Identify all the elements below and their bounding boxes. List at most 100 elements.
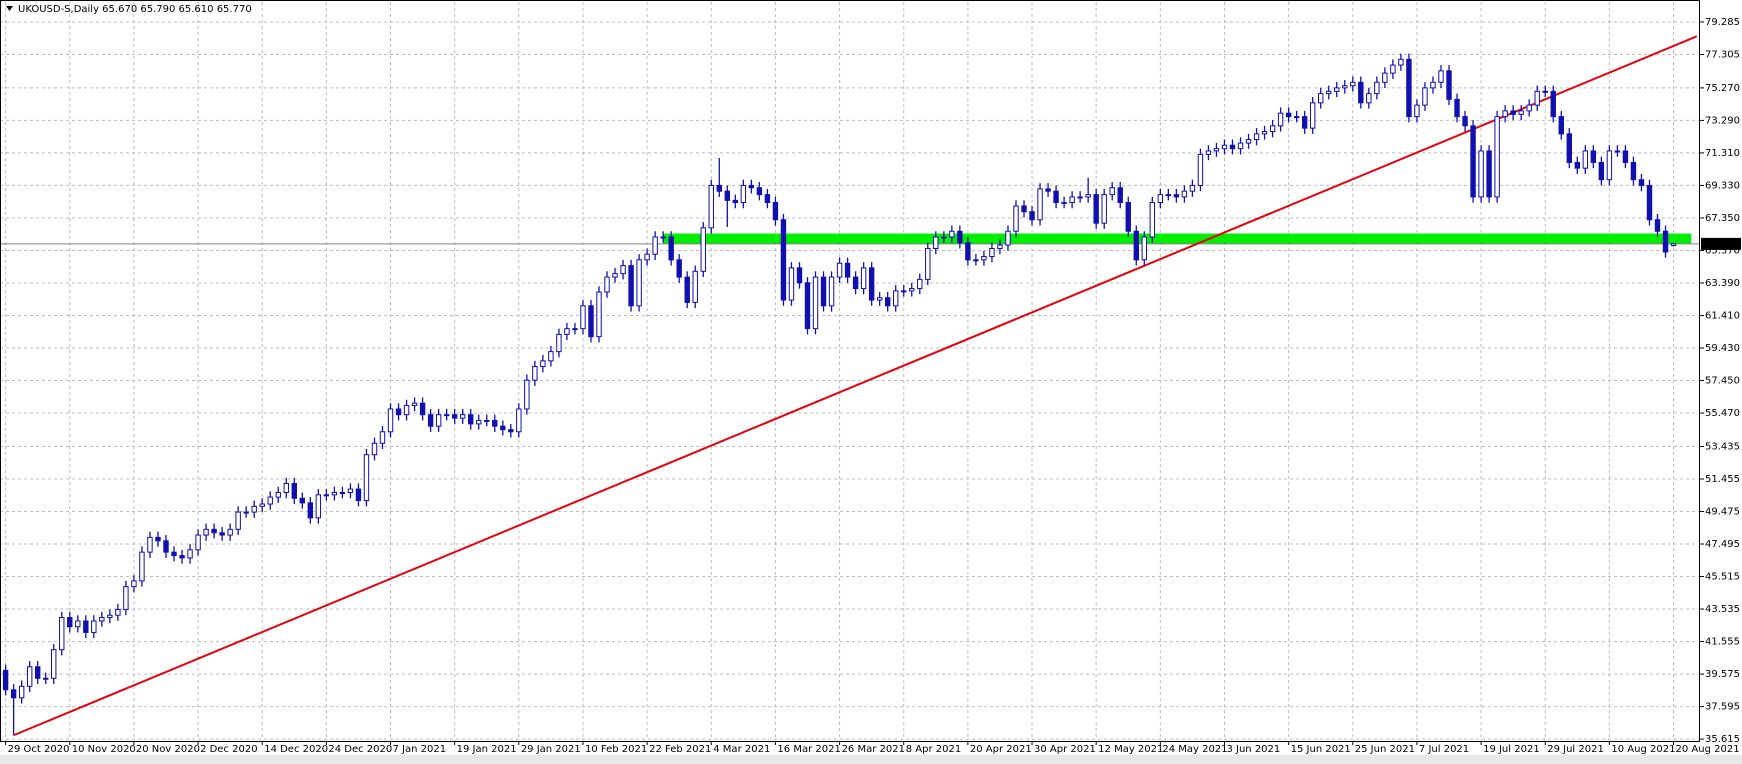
- candle-body: [636, 259, 642, 307]
- candle-body: [1141, 236, 1147, 261]
- y-tick-label: 45.515: [1705, 572, 1740, 583]
- candle-body: [1326, 90, 1332, 95]
- y-tick-label: 71.310: [1705, 148, 1740, 159]
- candle-body: [1366, 93, 1372, 104]
- candle-body: [267, 496, 273, 505]
- candle-body: [18, 685, 25, 699]
- candle-body: [973, 259, 979, 262]
- candle-body: [957, 230, 963, 244]
- candle-body: [1390, 64, 1396, 74]
- candle-body: [524, 379, 530, 410]
- candle-body: [580, 305, 586, 330]
- x-tick-label: 7 Jan 2021: [393, 744, 447, 755]
- candle-body: [1197, 153, 1204, 186]
- x-tick-label: 22 Feb 2021: [649, 744, 711, 755]
- candle-body: [644, 253, 650, 261]
- candle-body: [612, 273, 618, 278]
- candle-body: [965, 242, 971, 261]
- candle-body: [700, 227, 706, 272]
- candle-body: [860, 267, 867, 290]
- candle-body: [107, 614, 113, 619]
- candle-body: [1590, 150, 1597, 163]
- candle-body: [1045, 188, 1051, 192]
- candle-body: [1486, 150, 1492, 198]
- candle-body: [1229, 144, 1236, 150]
- y-tick-label: 47.495: [1705, 539, 1740, 550]
- x-tick-label: 2 Dec 2020: [200, 744, 258, 755]
- y-tick-label: 49.475: [1705, 506, 1740, 517]
- candle-body: [1382, 72, 1388, 83]
- candle-body: [187, 549, 193, 559]
- candle-body: [443, 414, 450, 417]
- candle-body: [259, 503, 265, 507]
- candle-body: [780, 219, 787, 301]
- x-tick-label: 20 Aug 2021: [1676, 744, 1740, 755]
- x-tick-label: 12 May 2021: [1098, 744, 1163, 755]
- candle-body: [949, 230, 955, 238]
- candle-body: [1021, 205, 1027, 213]
- candle-body: [379, 431, 386, 444]
- y-tick-label: 41.555: [1705, 637, 1740, 648]
- candle-body: [1542, 90, 1548, 93]
- candle-body: [828, 276, 835, 307]
- candle-body: [933, 236, 939, 249]
- candle-body: [1342, 85, 1348, 89]
- last-price-label: 65.770: [1705, 239, 1740, 250]
- y-tick-label: 73.290: [1705, 115, 1740, 126]
- candle-body: [1253, 133, 1260, 141]
- candle-body: [1566, 133, 1572, 163]
- y-tick-label: 75.270: [1705, 83, 1740, 94]
- candle-body: [331, 492, 338, 496]
- menu-triangle[interactable]: [6, 6, 13, 11]
- x-tick-label: 25 Jun 2021: [1355, 744, 1415, 755]
- y-tick-label: 61.410: [1705, 311, 1740, 322]
- candle-body: [588, 305, 594, 338]
- candle-body: [1670, 243, 1677, 247]
- candle-body: [876, 297, 883, 301]
- candle-body: [812, 276, 819, 330]
- x-tick-label: 20 Apr 2021: [970, 744, 1032, 755]
- x-tick-label: 29 Oct 2020: [8, 744, 70, 755]
- candle-body: [1261, 131, 1268, 135]
- candle-body: [1053, 190, 1059, 204]
- candle-body: [1061, 202, 1067, 205]
- y-tick-label: 67.350: [1705, 213, 1740, 224]
- candle-body: [123, 586, 129, 610]
- candle-body: [692, 270, 698, 303]
- candle-body: [91, 620, 97, 633]
- candle-body: [195, 534, 201, 551]
- y-tick-label: 53.435: [1705, 441, 1740, 452]
- candle-body: [1606, 150, 1613, 181]
- candle-body: [596, 291, 602, 338]
- candle-body: [1430, 81, 1436, 89]
- candle-body: [868, 267, 875, 301]
- y-tick-label: 77.305: [1705, 49, 1740, 60]
- candle-body: [243, 511, 249, 514]
- candle-body: [411, 402, 418, 406]
- candle-body: [1101, 194, 1107, 224]
- candle-body: [1213, 148, 1220, 152]
- trendline: [13, 35, 1698, 737]
- candle-body: [764, 194, 771, 204]
- candle-body: [1318, 93, 1324, 104]
- candle-body: [1133, 230, 1139, 261]
- candle-body: [836, 262, 843, 278]
- candle-body: [1598, 161, 1605, 181]
- candle-body: [1309, 102, 1316, 129]
- candle-body: [1285, 112, 1292, 118]
- candle-body: [844, 262, 851, 278]
- candle-body: [315, 494, 322, 519]
- candle-body: [2, 669, 9, 691]
- candle-body: [508, 429, 514, 433]
- candle-body: [532, 366, 538, 381]
- candle-body: [468, 414, 474, 425]
- candle-body: [492, 419, 498, 427]
- candle-body: [283, 482, 289, 494]
- candle-body: [179, 555, 185, 559]
- candle-body: [323, 494, 330, 497]
- candle-body: [427, 414, 434, 427]
- candle-body: [115, 608, 121, 616]
- candle-body: [1334, 87, 1340, 92]
- candle-body: [1414, 104, 1420, 118]
- x-tick-label: 24 May 2021: [1162, 744, 1227, 755]
